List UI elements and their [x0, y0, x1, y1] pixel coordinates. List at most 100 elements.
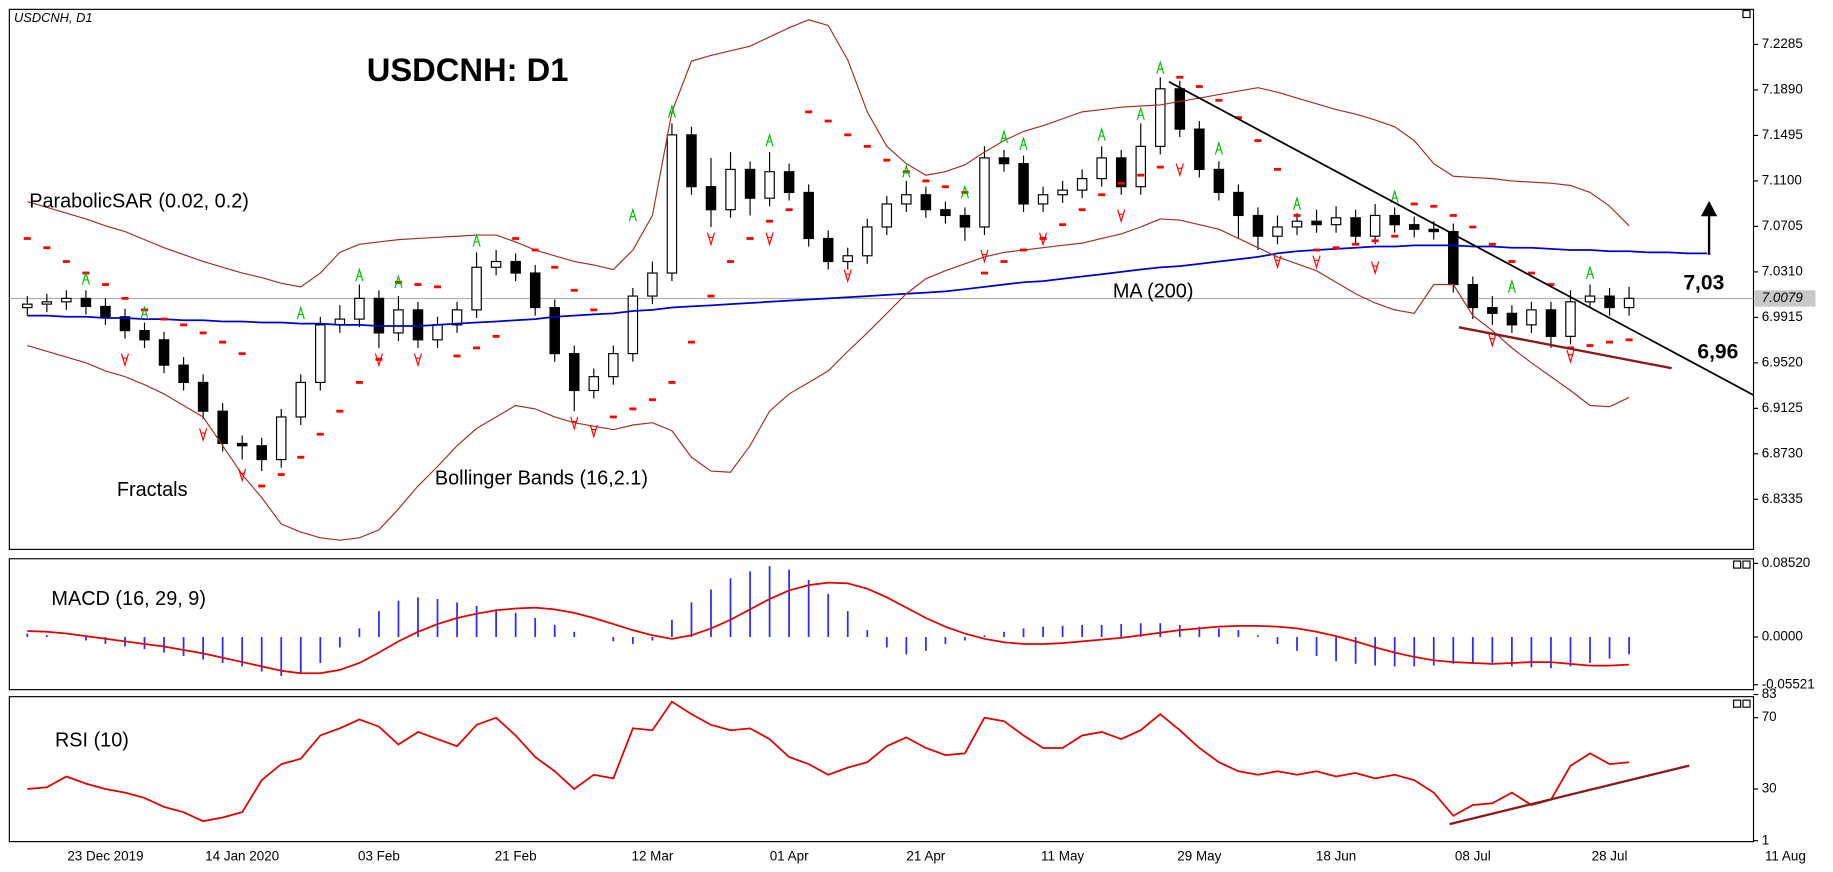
- candle-body: [822, 237, 834, 263]
- sar-label: ParabolicSAR (0.02, 0.2): [29, 190, 249, 212]
- sar-dot: [648, 398, 656, 402]
- candle-body: [1526, 309, 1537, 326]
- candle-body: [393, 309, 404, 334]
- sar-dot: [1078, 208, 1086, 212]
- fractal-down: [120, 353, 130, 368]
- sar-dot: [1039, 237, 1047, 240]
- rsi-panel: [8, 696, 1755, 843]
- fractal-down: [1371, 261, 1380, 276]
- panel-button[interactable]: [1742, 560, 1751, 569]
- panel-button[interactable]: [1733, 560, 1742, 569]
- fractal-up: [667, 103, 676, 118]
- panel-button[interactable]: [1742, 9, 1751, 19]
- sar-dot: [1273, 168, 1281, 171]
- candle-body: [803, 191, 814, 240]
- sar-dot: [1488, 242, 1496, 246]
- candle-body: [315, 324, 326, 384]
- x-tick-label: 29 May: [1177, 848, 1221, 863]
- candle-body: [1096, 157, 1107, 180]
- candle-body: [901, 194, 912, 205]
- sar-dot: [746, 237, 754, 240]
- sar-dot: [1547, 283, 1555, 286]
- x-tick-label: 28 Jul: [1592, 848, 1628, 863]
- y-tick-label: 7.1100: [1762, 172, 1802, 187]
- panel-button[interactable]: [1742, 699, 1751, 708]
- candle-body: [627, 295, 639, 355]
- sar-dot: [1059, 223, 1067, 227]
- candle-body: [451, 309, 463, 326]
- fractal-up: [765, 132, 774, 147]
- fractal-down: [1566, 349, 1575, 364]
- fractal-up: [394, 274, 403, 289]
- candle-body: [1604, 295, 1615, 309]
- sar-dot: [1430, 204, 1438, 208]
- y-tick-label: 6.8335: [1762, 491, 1803, 506]
- fractal-up: [1214, 140, 1223, 155]
- sar-dot: [1391, 234, 1399, 238]
- x-tick-label: 11 Aug: [1765, 848, 1806, 863]
- candle-body: [1545, 309, 1557, 337]
- candle-body: [549, 306, 560, 355]
- candle-body: [139, 330, 150, 341]
- line: [27, 700, 1630, 823]
- sar-dot: [805, 110, 813, 114]
- sar-dot: [355, 381, 363, 384]
- sar-dot: [629, 407, 637, 411]
- sar-dot: [609, 415, 617, 419]
- annotation: 6,96: [1697, 341, 1738, 364]
- x-tick-label: 08 Jul: [1455, 848, 1491, 863]
- band-lower: [27, 218, 1630, 541]
- fractal-up: [1507, 278, 1516, 293]
- sar-dot: [551, 265, 559, 269]
- sar-dot: [121, 296, 129, 300]
- sar-dot: [140, 308, 149, 312]
- ma-label: MA (200): [1113, 280, 1194, 302]
- sar-dot: [1098, 193, 1106, 197]
- candle-body: [1076, 178, 1088, 191]
- y-tick-label: 0.0000: [1762, 629, 1803, 644]
- sar-dot: [453, 354, 461, 358]
- sar-dot: [590, 308, 598, 312]
- candle-body: [1037, 194, 1049, 205]
- candle-body: [256, 445, 267, 461]
- candle-body: [1467, 283, 1479, 309]
- sar-dot: [1176, 75, 1184, 79]
- sar-dot: [62, 260, 70, 263]
- resistance-trendline: [1168, 81, 1754, 396]
- sar-dot: [394, 280, 402, 284]
- fractal-down: [1039, 232, 1048, 247]
- sar-dot: [180, 323, 188, 327]
- x-tick-label: 12 Mar: [631, 848, 673, 863]
- sar-dot: [668, 381, 676, 384]
- sar-dot: [1352, 242, 1360, 246]
- fractal-up: [1136, 106, 1145, 121]
- y-tick-label: 83: [1762, 686, 1777, 701]
- sar-dot: [1000, 260, 1008, 263]
- candle-body: [22, 303, 33, 309]
- last-price-box: [1754, 290, 1816, 307]
- candle-body: [275, 416, 287, 461]
- candle-body: [705, 186, 717, 211]
- line: [27, 581, 1630, 675]
- fractal-down: [706, 232, 716, 247]
- fractal-up: [960, 184, 970, 199]
- candle-body: [1135, 145, 1147, 188]
- candle-body: [666, 134, 678, 274]
- line: [27, 244, 1708, 327]
- arrow-head: [1700, 201, 1718, 217]
- candle-body: [61, 297, 72, 303]
- sar-dot: [1313, 248, 1321, 252]
- panel-button[interactable]: [1733, 699, 1742, 708]
- sar-dot: [101, 283, 109, 286]
- sar-dot: [1156, 165, 1164, 169]
- fractals-label: Fractals: [117, 479, 188, 501]
- candle-body: [1252, 214, 1264, 237]
- candle-body: [1369, 214, 1381, 237]
- sar-dot: [1293, 214, 1301, 217]
- candle-body: [1057, 189, 1068, 196]
- candle-body: [862, 226, 873, 257]
- sar-dot: [1371, 239, 1379, 243]
- fractal-up: [1019, 136, 1028, 151]
- sar-dot: [23, 237, 31, 240]
